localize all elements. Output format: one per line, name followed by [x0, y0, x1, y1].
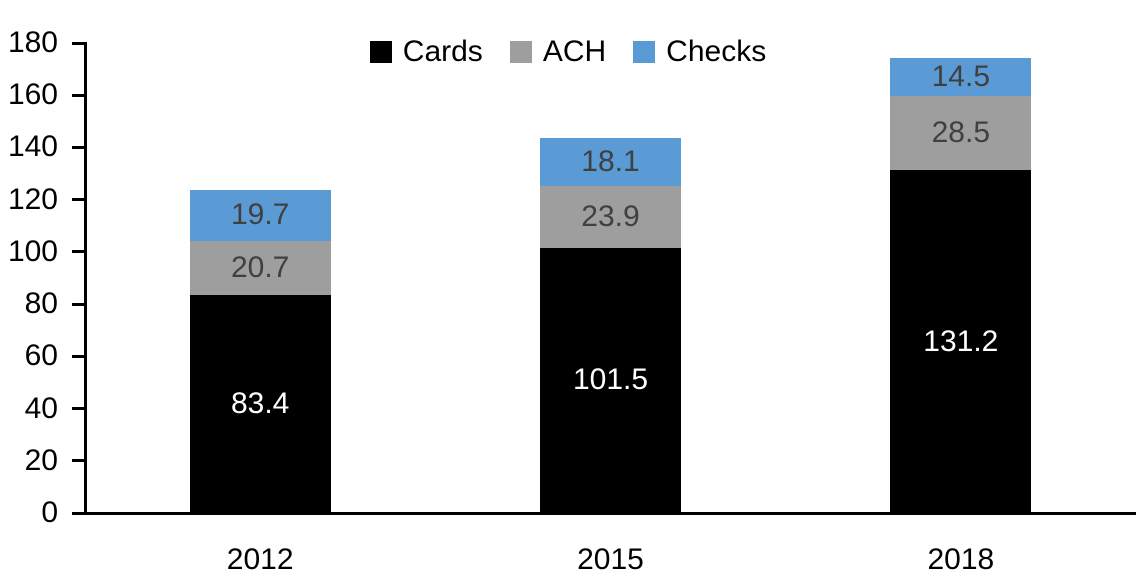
- bar-2015: 18.1 23.9 101.5: [540, 138, 681, 513]
- legend-swatch-checks: [633, 41, 656, 63]
- bar-value-label: 28.5: [931, 116, 991, 150]
- bar-segment-cards-2012: 83.4: [189, 295, 331, 513]
- y-axis-line: [84, 41, 87, 515]
- bar-value-label: 18.1: [581, 144, 640, 178]
- x-category-label-2012: 2012: [226, 543, 294, 576]
- y-tick-mark: [72, 511, 87, 515]
- y-tick-mark: [72, 41, 87, 45]
- y-tick-mark: [72, 459, 87, 463]
- legend-label: Checks: [666, 35, 767, 68]
- y-tick-mark: [72, 302, 87, 306]
- bar-segment-cards-2015: 101.5: [540, 247, 681, 513]
- y-tick-mark: [72, 250, 87, 254]
- legend-label: ACH: [542, 35, 607, 68]
- bar-segment-ach-2018: 28.5: [890, 96, 1032, 171]
- legend-label: Cards: [402, 35, 483, 68]
- bar-segment-cards-2018: 131.2: [890, 170, 1032, 513]
- bar-segment-ach-2015: 23.9: [540, 185, 681, 248]
- x-category-label-2018: 2018: [927, 543, 995, 576]
- y-tick-mark: [72, 145, 87, 149]
- x-axis-line: [84, 511, 1136, 515]
- bar-segment-checks-2015: 18.1: [540, 138, 681, 186]
- bar-value-label: 131.2: [923, 324, 999, 358]
- bar-value-label: 101.5: [572, 363, 649, 397]
- y-tick-label: 80: [24, 287, 58, 321]
- y-tick-label: 180: [7, 26, 58, 59]
- bar-value-label: 20.7: [230, 251, 290, 285]
- legend-swatch-ach: [509, 41, 532, 63]
- bar-value-label: 19.7: [230, 198, 290, 232]
- bar-2018: 14.5 28.5 131.2: [890, 58, 1032, 513]
- bar-segment-ach-2012: 20.7: [189, 241, 331, 296]
- y-tick-label: 120: [7, 182, 58, 216]
- y-tick-label: 100: [7, 234, 58, 268]
- chart-legend: Cards ACH Checks: [0, 36, 1136, 68]
- bar-value-label: 83.4: [230, 387, 290, 421]
- y-tick-label: 160: [7, 78, 58, 112]
- bar-segment-checks-2018: 14.5: [890, 58, 1032, 96]
- y-tick-label: 0: [41, 496, 58, 529]
- y-tick-mark: [72, 407, 87, 411]
- y-tick-label: 40: [24, 391, 58, 425]
- y-tick-mark: [72, 354, 87, 358]
- y-tick-label: 140: [7, 130, 58, 164]
- legend-item-checks: Checks: [633, 36, 766, 68]
- bar-segment-checks-2012: 19.7: [189, 189, 331, 242]
- legend-item-cards: Cards: [369, 35, 483, 68]
- y-tick-mark: [72, 93, 87, 97]
- y-tick-label: 20: [24, 443, 58, 477]
- legend-swatch-cards: [369, 41, 392, 63]
- bar-value-label: 23.9: [581, 199, 640, 233]
- y-tick-label: 60: [24, 339, 58, 373]
- x-category-label-2015: 2015: [577, 543, 644, 576]
- y-tick-mark: [72, 198, 87, 202]
- bar-value-label: 14.5: [931, 60, 991, 94]
- bar-2012: 19.7 20.7 83.4: [189, 189, 331, 513]
- legend-item-ach: ACH: [509, 35, 607, 68]
